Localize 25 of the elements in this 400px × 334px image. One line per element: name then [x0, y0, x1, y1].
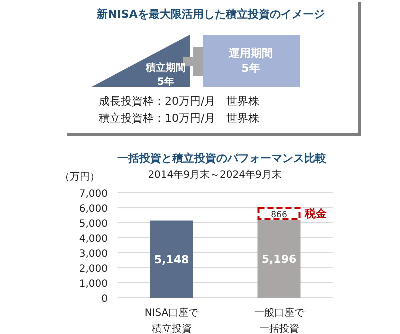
- bar: [258, 220, 301, 298]
- data-label: 866: [271, 210, 288, 221]
- text: 新NISAを最大限活用した積立投資のイメージ: [96, 8, 325, 21]
- x-tick-label: NISA口座で積立投資: [144, 307, 200, 334]
- text: 成長投資枠：20万円/月 世界株: [99, 95, 260, 108]
- y-tick-label: 5,000: [79, 219, 108, 230]
- bar: [258, 207, 301, 220]
- data-label: 5,196: [262, 253, 297, 266]
- y-tick-label: 1,000: [79, 279, 108, 290]
- y-tick-label: 6,000: [79, 204, 108, 215]
- text: 運用期間 5年: [228, 47, 273, 75]
- text: 積立期間 5年: [145, 62, 186, 88]
- text: 積立投資枠：10万円/月 世界株: [99, 112, 260, 125]
- y-tick-label: 2,000: [79, 264, 108, 275]
- data-label: 5,148: [154, 253, 190, 266]
- x-tick-label: 一般口座で一括投資: [254, 307, 306, 334]
- series-label: 税金: [304, 208, 328, 221]
- chart-subtitle: 2014年9月末～2024年9月末: [148, 169, 282, 181]
- y-tick-label: 4,000: [79, 234, 108, 245]
- y-tick-label: 7,000: [79, 189, 108, 200]
- y-tick-label: 3,000: [79, 249, 108, 260]
- y-axis-title: （万円）: [60, 172, 100, 183]
- y-tick-label: 0: [102, 294, 108, 305]
- chart-title: 一括投資と積立投資のパフォーマンス比較: [118, 152, 328, 165]
- bar: [150, 220, 194, 298]
